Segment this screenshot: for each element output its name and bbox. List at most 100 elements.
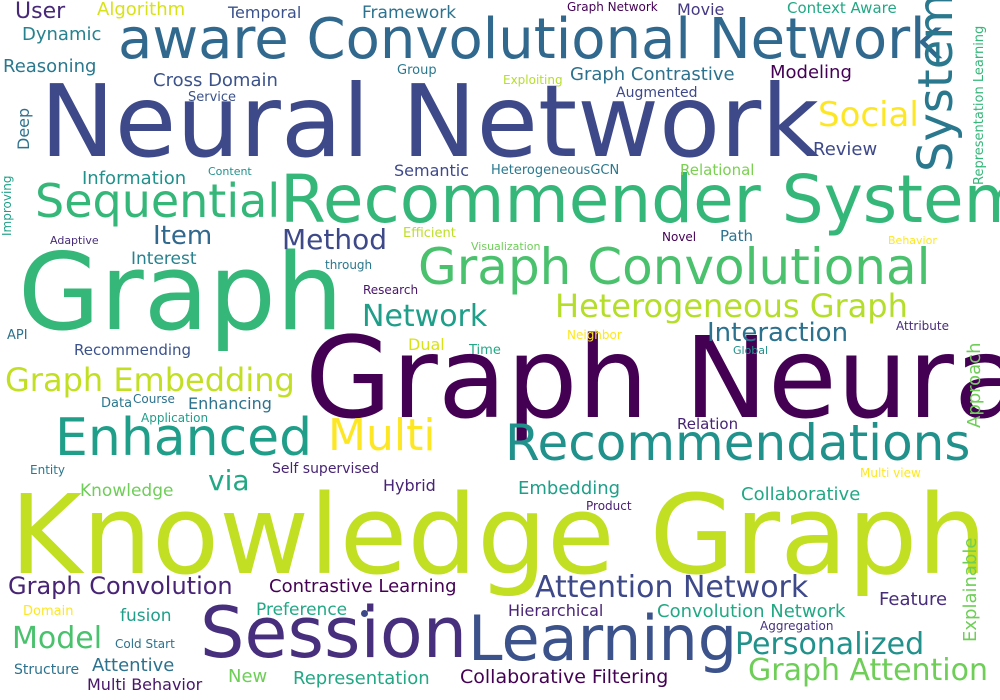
word: Hierarchical bbox=[508, 601, 604, 620]
word: Graph Attention bbox=[748, 653, 989, 688]
word: Graph Neural bbox=[305, 314, 1000, 444]
word: Behavior bbox=[888, 234, 937, 247]
word: Graph Network bbox=[567, 0, 658, 14]
word: Entity bbox=[30, 463, 66, 477]
word: Attention Network bbox=[535, 570, 809, 605]
word: Reasoning bbox=[3, 56, 97, 77]
word: Feature bbox=[879, 589, 948, 610]
word: Session bbox=[200, 592, 468, 674]
word: API bbox=[7, 328, 28, 343]
word: Augmented bbox=[616, 85, 698, 101]
word: Model bbox=[12, 621, 103, 656]
word: Recommender System bbox=[280, 161, 1000, 238]
word: Cold Start bbox=[115, 637, 175, 651]
word: Structure bbox=[14, 662, 80, 678]
word: Relation bbox=[677, 415, 739, 433]
word: Adaptive bbox=[50, 234, 99, 247]
word: Multi view bbox=[860, 466, 921, 480]
word: Graph Contrastive bbox=[570, 64, 735, 85]
word: Time bbox=[469, 343, 501, 358]
word: Graph Convolution bbox=[8, 572, 233, 600]
word: Efficient bbox=[403, 226, 456, 241]
word: Explainable bbox=[960, 537, 981, 642]
word: Global bbox=[733, 344, 769, 357]
word: Graph Convolutional bbox=[418, 238, 931, 296]
word: Enhancing bbox=[188, 394, 272, 413]
word: Cross Domain bbox=[153, 70, 278, 91]
word: Enhanced bbox=[55, 408, 313, 468]
word: through bbox=[325, 258, 373, 272]
word: Product bbox=[586, 499, 632, 513]
word: Application bbox=[141, 411, 209, 425]
word: Knowledge bbox=[80, 481, 174, 501]
word: Dynamic bbox=[22, 24, 102, 45]
word: Improving bbox=[0, 175, 14, 236]
word: Service bbox=[188, 90, 237, 105]
word: Collaborative Filtering bbox=[460, 666, 669, 688]
word: via bbox=[208, 464, 250, 497]
word: System bbox=[908, 0, 964, 172]
word: Recommendations bbox=[505, 414, 971, 472]
word: Interaction bbox=[707, 318, 849, 348]
word: Movie bbox=[677, 0, 725, 19]
word: Framework bbox=[362, 3, 457, 23]
word: Semantic bbox=[394, 161, 470, 180]
word: Novel bbox=[662, 230, 697, 244]
word: Neural Network bbox=[40, 63, 820, 180]
word: Aggregation bbox=[760, 619, 834, 633]
word: Heterogeneous Graph bbox=[555, 287, 908, 325]
word: Convolution Network bbox=[657, 601, 846, 622]
word: Graph bbox=[18, 231, 344, 354]
dot-mark bbox=[361, 610, 368, 617]
word: Embedding bbox=[518, 478, 621, 499]
word: Sequential bbox=[35, 174, 281, 228]
word: Information bbox=[82, 168, 187, 189]
word: Relational bbox=[680, 161, 755, 179]
word: HeterogeneousGCN bbox=[491, 163, 620, 178]
word: Learning bbox=[468, 602, 738, 675]
word: Preference bbox=[256, 600, 348, 620]
word: Temporal bbox=[228, 3, 302, 22]
word: Neighbor bbox=[567, 328, 622, 342]
word: Interest bbox=[131, 249, 197, 269]
word: Content bbox=[208, 165, 252, 178]
word: Exploiting bbox=[503, 73, 563, 87]
word: Context Aware bbox=[787, 0, 897, 17]
word: Algorithm bbox=[97, 0, 186, 20]
word: Knowledge Graph bbox=[10, 471, 988, 599]
word: New bbox=[228, 666, 268, 687]
word: Collaborative bbox=[741, 484, 861, 505]
word: Multi bbox=[328, 410, 436, 461]
word: Path bbox=[720, 227, 753, 245]
word: fusion bbox=[120, 606, 172, 626]
word: Review bbox=[813, 139, 878, 160]
word: Attribute bbox=[896, 319, 949, 333]
word: Dual bbox=[408, 335, 445, 354]
word: Item bbox=[153, 221, 213, 251]
word: Data bbox=[101, 396, 133, 411]
word: Research bbox=[363, 283, 419, 297]
word: Attentive bbox=[92, 655, 175, 676]
word: Recommending bbox=[74, 341, 192, 359]
word: Course bbox=[133, 392, 175, 406]
word: Contrastive Learning bbox=[269, 576, 457, 597]
word: Representation bbox=[293, 668, 430, 689]
word: User bbox=[15, 0, 66, 24]
word: Method bbox=[282, 223, 388, 256]
word: Personalized bbox=[735, 627, 925, 662]
word: Modeling bbox=[770, 62, 852, 83]
word: Hybrid bbox=[383, 476, 436, 495]
word: Social bbox=[818, 95, 919, 135]
word: aware Convolutional Network bbox=[118, 7, 943, 72]
word: Visualization bbox=[471, 240, 541, 253]
word: Network bbox=[362, 299, 488, 334]
word: Group bbox=[397, 63, 437, 78]
word: Deep bbox=[14, 107, 33, 150]
word: Representation Learning bbox=[972, 25, 987, 185]
word: Approach bbox=[964, 342, 985, 428]
word: Graph Embedding bbox=[5, 361, 295, 399]
word: Domain bbox=[23, 604, 74, 619]
word: Multi Behavior bbox=[87, 675, 203, 694]
word: Self supervised bbox=[272, 461, 380, 477]
